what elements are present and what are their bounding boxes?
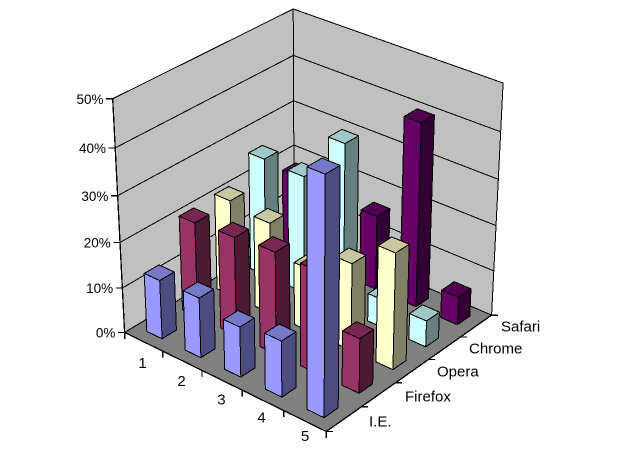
svg-text:I.E.: I.E. [369,413,392,430]
svg-text:10%: 10% [86,281,113,296]
svg-text:2: 2 [177,373,185,390]
svg-text:40%: 40% [79,141,106,156]
svg-text:30%: 30% [81,189,108,204]
svg-text:0%: 0% [96,326,116,341]
svg-text:20%: 20% [84,236,111,251]
svg-text:Firefox: Firefox [405,388,451,405]
svg-text:Chrome: Chrome [469,340,522,357]
svg-text:1: 1 [138,355,146,372]
svg-text:Safari: Safari [501,318,540,335]
svg-text:5: 5 [301,428,309,445]
svg-text:50%: 50% [76,92,103,107]
svg-text:Opera: Opera [437,363,479,380]
svg-text:4: 4 [257,409,265,426]
svg-text:3: 3 [217,391,225,408]
